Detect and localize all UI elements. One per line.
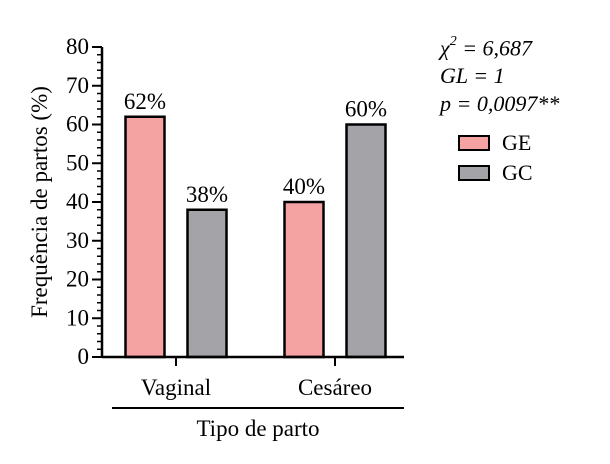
legend-label-gc: GC bbox=[502, 160, 533, 185]
chi-exponent: 2 bbox=[449, 34, 457, 49]
y-tick-label: 40 bbox=[66, 189, 89, 214]
y-tick-label: 80 bbox=[66, 34, 89, 59]
legend-item-gc: GC bbox=[458, 158, 533, 188]
y-tick-label: 70 bbox=[66, 73, 89, 98]
bar-ge bbox=[283, 200, 325, 359]
chi-square-stat: χ2 = 6,687 bbox=[440, 30, 559, 62]
bar-ge bbox=[124, 115, 166, 359]
degrees-of-freedom: GL = 1 bbox=[440, 63, 505, 89]
bar-value-label: 62% bbox=[124, 89, 166, 114]
y-axis-label: Frequência de partos (%) bbox=[27, 86, 52, 318]
y-tick-label: 20 bbox=[66, 267, 89, 292]
legend: GE GC bbox=[458, 128, 533, 188]
y-axis: 0 10 20 30 40 50 60 70 80 bbox=[66, 34, 104, 369]
x-axis: Vaginal Cesáreo bbox=[102, 355, 404, 409]
y-tick-label: 60 bbox=[66, 112, 89, 137]
bars: 62% 40% 38% 60% bbox=[124, 89, 387, 359]
chi-value: = 6,687 bbox=[456, 35, 533, 61]
legend-swatch-ge bbox=[458, 135, 490, 151]
legend-swatch-gc bbox=[458, 165, 490, 181]
bar-value-label: 60% bbox=[345, 97, 387, 122]
bar-value-label: 38% bbox=[186, 182, 228, 207]
y-tick-label: 0 bbox=[78, 344, 90, 369]
legend-label-ge: GE bbox=[502, 130, 532, 155]
bar-gc bbox=[345, 123, 387, 359]
x-tick-label: Cesáreo bbox=[298, 375, 372, 400]
x-tick-label: Vaginal bbox=[141, 375, 211, 400]
legend-item-ge: GE bbox=[458, 128, 533, 158]
statistics-annotation: χ2 = 6,687 GL = 1 p = 0,0097** bbox=[440, 30, 559, 118]
y-tick-label: 50 bbox=[66, 150, 89, 175]
p-value: p = 0,0097** bbox=[440, 91, 560, 117]
bar-gc bbox=[186, 208, 228, 359]
bar-value-label: 40% bbox=[283, 174, 325, 199]
y-tick-label: 10 bbox=[66, 305, 89, 330]
x-axis-label: Tipo de parto bbox=[196, 416, 319, 441]
y-tick-label: 30 bbox=[66, 228, 89, 253]
chi-symbol: χ bbox=[440, 35, 450, 61]
